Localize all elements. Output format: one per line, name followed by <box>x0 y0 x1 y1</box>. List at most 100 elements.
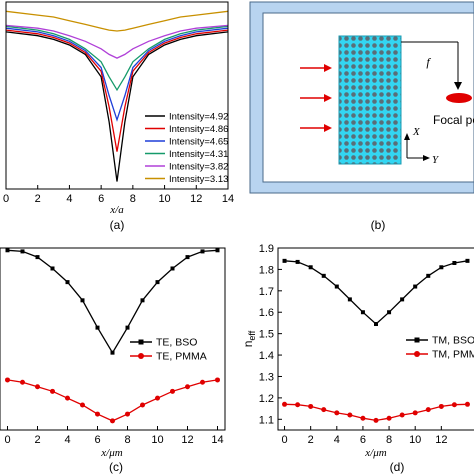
panel-a-legend-label-5: Intensity=3.13 <box>169 174 228 185</box>
panel-d-legend-marker-1 <box>414 351 420 357</box>
panel-d-xticks: 0 2 4 6 8 10 12 <box>281 426 447 446</box>
panel-c-point-1-12 <box>185 384 190 390</box>
panel-c-point-1-4 <box>65 395 70 401</box>
panel-d-point-0-2 <box>308 265 313 270</box>
panel-a-legend-label-4: Intensity=3.82 <box>169 162 228 173</box>
panel-d-plot-frame <box>277 247 474 431</box>
panel-a-xtick-label-5: 10 <box>158 193 170 205</box>
panel-d-point-1-12 <box>438 403 444 409</box>
panel-c-xlabel: x/μm <box>100 447 122 459</box>
panel-d-point-0-0 <box>282 258 287 263</box>
panel-c-point-0-7 <box>110 350 115 355</box>
incident-arrowhead-3 <box>324 124 332 132</box>
panel-d-legend-label-0: TM, BSO <box>432 335 474 347</box>
panel-label-c: (c) <box>109 460 123 474</box>
panel-a-plot-frame <box>5 1 229 190</box>
panel-d: 1.1 1.2 1.3 1.4 1.5 1.6 1.7 1.8 1.9 0 2 4 6 8 10 12 ne… <box>241 243 474 474</box>
panel-c-point-1-8 <box>125 411 130 417</box>
panel-c-xticks: 0 2 4 6 8 10 12 14 <box>4 426 224 446</box>
panel-d-xtick-label-4: 8 <box>386 434 392 446</box>
focal-spot <box>446 93 472 103</box>
panel-a-xlabel: x/a <box>109 204 124 216</box>
panel-a-xtick-label-3: 6 <box>98 193 104 205</box>
panel-a-series-line-4 <box>6 24 228 59</box>
coordinate-axes <box>404 133 430 161</box>
panel-c-xtick-label-5: 10 <box>151 434 163 446</box>
panel-a-xtick-label-7: 14 <box>222 193 234 205</box>
panel-d-xtick-label-1: 2 <box>308 434 314 446</box>
panel-c-point-1-1 <box>20 379 25 385</box>
panel-d-point-1-0 <box>282 401 288 407</box>
panel-c-xtick-label-3: 6 <box>94 434 100 446</box>
panel-a-xtick-label-6: 12 <box>190 193 202 205</box>
panel-a-legend-label-3: Intensity=4.31 <box>169 149 228 160</box>
panel-d-ytick-label-6: 1.7 <box>259 286 274 298</box>
panel-d-point-1-8 <box>386 415 392 421</box>
panel-d-point-0-4 <box>334 284 339 289</box>
panel-d-ytick-label-2: 1.3 <box>259 371 274 383</box>
panel-c-point-0-8 <box>125 325 130 330</box>
panel-d-point-1-5 <box>347 412 353 418</box>
panel-d-ytick-label-3: 1.4 <box>259 350 274 362</box>
panel-c-point-0-1 <box>20 249 25 254</box>
panel-c-point-1-14 <box>215 377 220 383</box>
panel-a-series-line-3 <box>6 25 228 92</box>
panel-d-point-0-12 <box>439 265 444 270</box>
panel-a-series-line-5 <box>6 10 228 32</box>
panel-d-ytick-label-8: 1.9 <box>259 243 274 255</box>
panel-d-series <box>282 258 470 423</box>
panel-d-point-0-13 <box>452 260 457 265</box>
panel-d-xtick-label-3: 6 <box>360 434 366 446</box>
panel-d-point-0-8 <box>387 310 392 315</box>
panel-label-b: (b) <box>371 218 386 232</box>
panel-c-xtick-label-2: 4 <box>64 434 70 446</box>
panel-d-xtick-label-5: 10 <box>409 434 421 446</box>
panel-c-point-0-4 <box>65 280 70 285</box>
panel-label-d: (d) <box>390 460 405 474</box>
panel-c-xtick-label-6: 12 <box>181 434 193 446</box>
panel-c-point-0-11 <box>170 266 175 271</box>
panel-a-xtick-label-2: 4 <box>66 193 72 205</box>
panel-a: 0 2 4 6 8 10 12 14 x/a Intensity=4.92Intensity=… <box>3 1 234 232</box>
panel-d-legend-label-1: TM, PMMA <box>432 349 474 361</box>
panel-d-point-0-10 <box>413 284 418 289</box>
panel-c-point-0-3 <box>50 266 55 271</box>
panel-a-series-line-0 <box>6 31 228 182</box>
panel-a-xticks: 0 2 4 6 8 10 12 14 <box>3 185 234 205</box>
panel-d-point-0-14 <box>465 258 470 263</box>
panel-d-point-1-14 <box>464 401 470 407</box>
panel-d-point-0-3 <box>321 273 326 278</box>
focal-length-indicator <box>401 41 462 90</box>
panel-c-point-0-2 <box>35 255 40 260</box>
panel-d-point-1-6 <box>360 415 366 421</box>
panel-c-point-1-13 <box>200 379 205 385</box>
panel-c-legend-label-1: TE, PMMA <box>156 351 207 363</box>
panel-a-xtick-label-4: 8 <box>130 193 136 205</box>
panel-c-point-1-7 <box>110 418 115 424</box>
panel-d-point-1-10 <box>412 410 418 416</box>
panel-d-point-0-6 <box>360 310 365 315</box>
panel-d-xtick-label-2: 4 <box>334 434 340 446</box>
panel-c-legend-marker-0 <box>138 339 144 345</box>
panel-d-point-1-9 <box>399 412 405 418</box>
panel-d-point-0-9 <box>400 297 405 302</box>
panel-c-point-0-10 <box>155 280 160 285</box>
incident-arrowhead-2 <box>324 94 332 102</box>
panel-c-point-1-6 <box>95 411 100 417</box>
panel-c-point-0-12 <box>185 255 190 260</box>
panel-d-point-1-11 <box>425 407 431 413</box>
panel-d-point-0-1 <box>295 259 300 264</box>
panel-a-legend-label-0: Intensity=4.92 <box>169 112 228 123</box>
panel-d-series-line-0 <box>284 260 468 325</box>
panel-d-point-1-3 <box>321 407 327 413</box>
panel-d-point-0-5 <box>347 297 352 302</box>
panel-d-ytick-label-1: 1.2 <box>259 393 274 405</box>
panel-c-point-1-5 <box>80 402 85 408</box>
panel-d-point-1-7 <box>373 417 379 423</box>
panel-c-point-1-0 <box>5 377 10 383</box>
panel-d-point-0-7 <box>374 322 378 327</box>
panel-label-a: (a) <box>110 218 125 232</box>
panel-d-ylabel: neff <box>241 330 257 347</box>
